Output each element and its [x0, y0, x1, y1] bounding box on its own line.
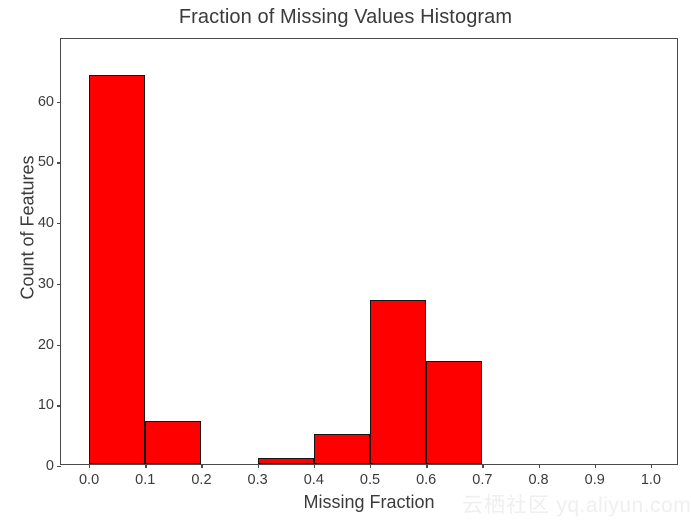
- histogram-bar: [257, 457, 314, 464]
- x-tick-label: 0.0: [78, 472, 100, 488]
- y-tick-label: 20: [37, 336, 54, 353]
- watermark-url-text: yq.aliyun.com: [556, 494, 691, 517]
- histogram-bar: [426, 360, 483, 464]
- histogram-bar: [370, 300, 427, 464]
- x-tick-mark: [313, 464, 316, 468]
- y-tick-label: 40: [37, 215, 54, 232]
- x-tick-label: 0.9: [584, 472, 605, 488]
- x-tick-mark: [257, 464, 260, 468]
- y-tick-mark: [57, 283, 61, 286]
- x-tick-label: 0.4: [303, 472, 324, 488]
- watermark: 云栖社区 yq.aliyun.com: [462, 489, 691, 519]
- y-tick-mark: [57, 223, 61, 225]
- x-tick-mark: [650, 464, 653, 468]
- y-tick-label: 60: [37, 93, 54, 110]
- x-tick-label: 0.3: [247, 472, 268, 488]
- x-tick-label: 0.2: [191, 472, 212, 488]
- y-axis-label: Count of Features: [17, 155, 38, 300]
- x-tick-label: 1.0: [640, 472, 661, 488]
- y-tick-mark: [57, 101, 61, 103]
- x-tick-mark: [482, 464, 484, 468]
- x-tick-label: 0.1: [135, 472, 156, 488]
- watermark-cn-text: 云栖社区: [462, 494, 550, 517]
- y-tick-mark: [57, 344, 61, 346]
- plot-area: 0 10 20 30 40 50 60 0.0 0.1 0.2 0.3 0.4 0.5 0.6 0.7 0.…: [38, 38, 678, 488]
- page-title: Fraction of Missing Values Histogram: [178, 6, 513, 28]
- histogram-bar: [89, 75, 146, 464]
- x-tick-label: 0.7: [472, 472, 493, 488]
- x-tick-mark: [370, 464, 372, 468]
- y-tick-mark: [57, 405, 61, 407]
- x-tick-label: 0.5: [359, 472, 381, 488]
- x-tick-mark: [89, 464, 91, 468]
- y-tick-label: 0: [45, 458, 54, 474]
- y-tick-label: 30: [37, 275, 54, 292]
- histogram-bar: [313, 433, 370, 464]
- y-tick-mark: [57, 466, 61, 468]
- y-tick-label: 50: [37, 154, 54, 171]
- x-tick-mark: [426, 464, 428, 468]
- x-tick-mark: [145, 464, 147, 468]
- x-tick-mark: [594, 464, 597, 468]
- histogram-bar: [145, 421, 202, 464]
- bars-container: [61, 39, 677, 464]
- y-tick-label: 10: [37, 397, 54, 414]
- x-axis-label: Missing Fraction: [303, 492, 435, 512]
- y-tick-mark: [57, 162, 61, 164]
- x-tick-label: 0.8: [528, 472, 549, 488]
- x-tick-mark: [538, 464, 540, 468]
- x-tick-label: 0.6: [416, 472, 437, 488]
- x-tick-mark: [201, 464, 203, 468]
